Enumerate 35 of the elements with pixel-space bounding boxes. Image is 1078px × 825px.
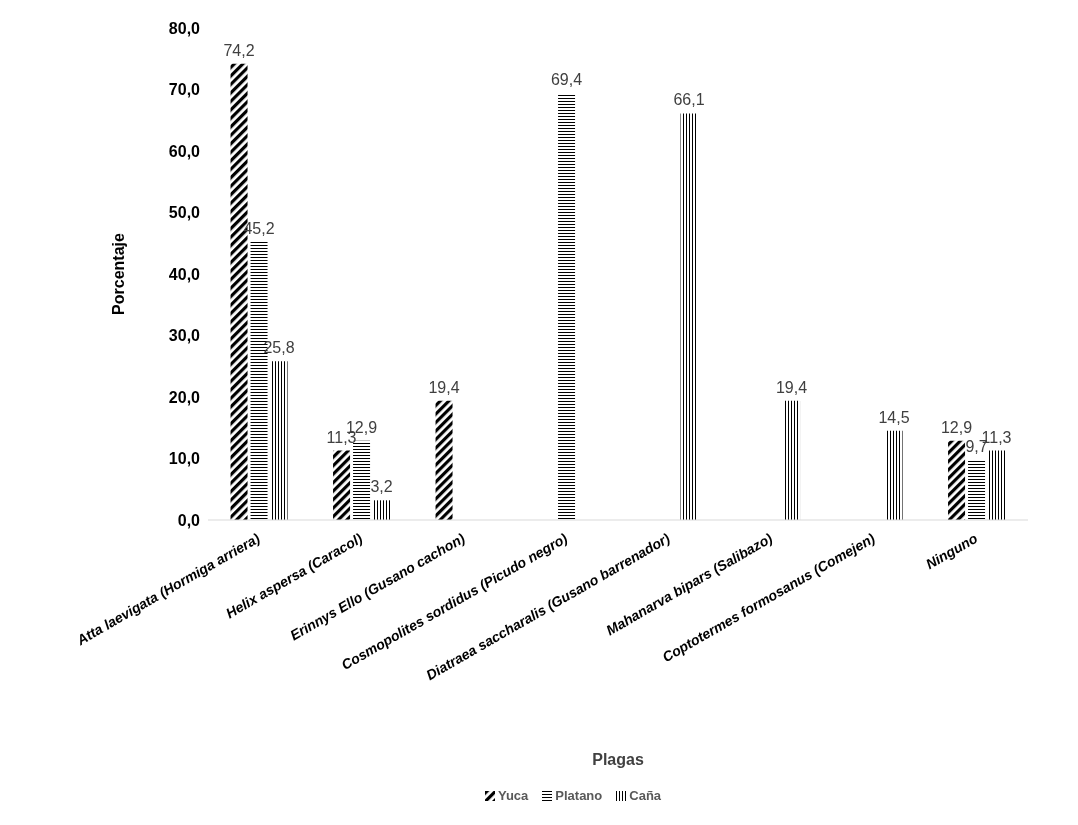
- data-label: 45,2: [243, 220, 275, 238]
- bar: [680, 113, 698, 520]
- data-label: 19,4: [428, 378, 460, 396]
- bar: [270, 361, 288, 520]
- y-tick-label: 80,0: [168, 19, 201, 37]
- legend-label: Caña: [628, 788, 662, 803]
- bar: [783, 400, 801, 520]
- bar: [988, 450, 1006, 520]
- y-axis-title: Porcentaje: [109, 232, 127, 315]
- bar: [373, 500, 391, 520]
- data-label: 3,2: [370, 478, 393, 496]
- y-tick-label: 70,0: [168, 81, 201, 99]
- data-label: 14,5: [878, 408, 910, 426]
- y-tick-label: 50,0: [168, 204, 201, 222]
- y-tick-label: 40,0: [168, 265, 201, 283]
- legend-label: Yuca: [496, 788, 529, 803]
- y-tick-label: 60,0: [168, 142, 201, 160]
- bar: [558, 93, 576, 520]
- bar: [885, 430, 903, 520]
- y-tick-label: 30,0: [168, 327, 201, 345]
- bar: [435, 400, 453, 520]
- legend-label: Platano: [554, 788, 603, 803]
- data-label: 74,2: [223, 41, 255, 59]
- x-axis-title: Plagas: [592, 751, 644, 768]
- data-label: 25,8: [263, 339, 295, 357]
- bar: [968, 460, 986, 520]
- data-label: 66,1: [673, 91, 705, 109]
- data-label: 12,9: [940, 418, 973, 436]
- data-label: 69,4: [550, 71, 583, 89]
- data-label: 19,4: [775, 378, 808, 396]
- bar: [948, 440, 966, 520]
- bar: [333, 450, 351, 520]
- y-tick-label: 0,0: [177, 511, 201, 529]
- y-tick-label: 10,0: [168, 450, 201, 468]
- y-tick-label: 20,0: [168, 388, 201, 406]
